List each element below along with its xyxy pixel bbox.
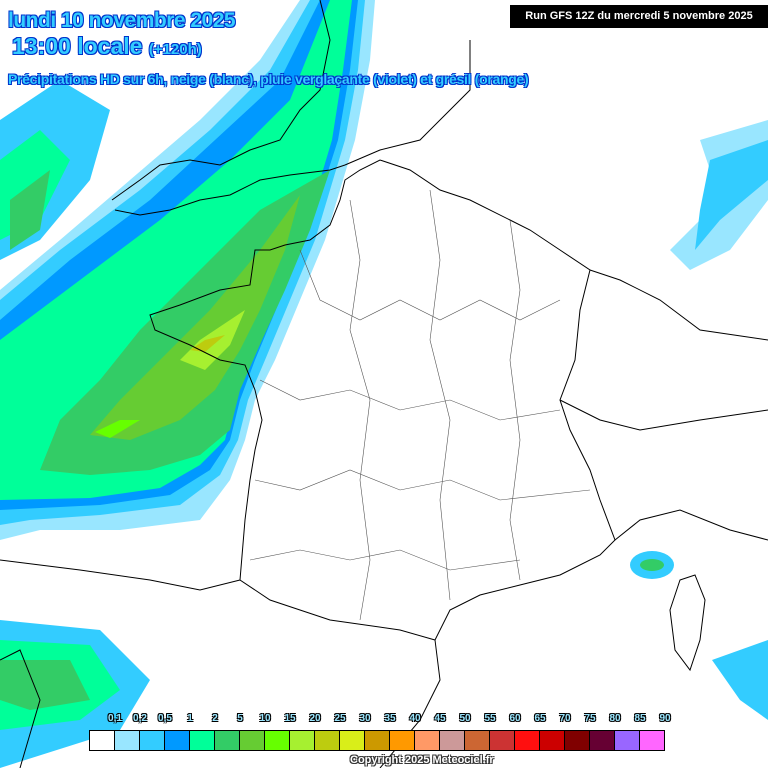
lead-time: (+120h) (148, 41, 202, 58)
legend-label: 70 (559, 713, 571, 724)
legend-swatch (615, 731, 640, 750)
legend-label: 5 (237, 713, 243, 724)
color-legend (89, 730, 665, 751)
legend-swatch (390, 731, 415, 750)
forecast-time: 13:00 locale (+120h) (12, 33, 202, 60)
legend-swatch (240, 731, 265, 750)
legend-swatch (540, 731, 565, 750)
legend-label: 2 (212, 713, 218, 724)
map-subtitle: Précipitations HD sur 6h, neige (blanc),… (8, 71, 529, 87)
legend-swatch (340, 731, 365, 750)
legend-swatch (465, 731, 490, 750)
model-run-label: Run GFS 12Z du mercredi 5 novembre 2025 (510, 5, 768, 28)
legend-label: 80 (609, 713, 621, 724)
legend-swatch (115, 731, 140, 750)
legend-swatch (215, 731, 240, 750)
legend-labels: 0,1 0,2 0,5 1 2 5 10 15 20 25 30 35 40 45 50 55 60 65 70 75… (89, 713, 671, 729)
legend-label: 15 (284, 713, 296, 724)
legend-swatch (315, 731, 340, 750)
legend-swatch (190, 731, 215, 750)
legend-swatch (265, 731, 290, 750)
legend-swatch (515, 731, 540, 750)
france-border (149, 159, 616, 641)
legend-swatch (640, 731, 664, 750)
legend-label: 65 (534, 713, 546, 724)
legend-swatch (440, 731, 465, 750)
legend-label: 30 (359, 713, 371, 724)
legend-label: 85 (634, 713, 646, 724)
legend-swatch (590, 731, 615, 750)
legend-swatch (290, 731, 315, 750)
forecast-date: lundi 10 novembre 2025 (8, 9, 236, 32)
legend-swatch (140, 731, 165, 750)
legend-label: 90 (659, 713, 671, 724)
legend-label: 55 (484, 713, 496, 724)
legend-swatch (90, 731, 115, 750)
legend-label: 60 (509, 713, 521, 724)
legend-label: 35 (384, 713, 396, 724)
legend-swatch (565, 731, 590, 750)
legend-label: 0,2 (133, 713, 147, 724)
legend-label: 50 (459, 713, 471, 724)
corsica (669, 574, 706, 672)
local-time: 13:00 locale (12, 33, 143, 59)
copyright: Copyright 2025 Meteociel.fr (350, 754, 494, 766)
legend-swatch (165, 731, 190, 750)
legend-label: 0,1 (108, 713, 122, 724)
legend-label: 75 (584, 713, 596, 724)
department-borders (249, 189, 591, 621)
legend-swatch (490, 731, 515, 750)
legend-swatch (365, 731, 390, 750)
legend-label: 20 (309, 713, 321, 724)
legend-label: 40 (409, 713, 421, 724)
legend-label: 1 (187, 713, 193, 724)
legend-label: 45 (434, 713, 446, 724)
legend-label: 25 (334, 713, 346, 724)
legend-label: 0,5 (158, 713, 172, 724)
legend-label: 10 (259, 713, 271, 724)
legend-swatch (415, 731, 440, 750)
